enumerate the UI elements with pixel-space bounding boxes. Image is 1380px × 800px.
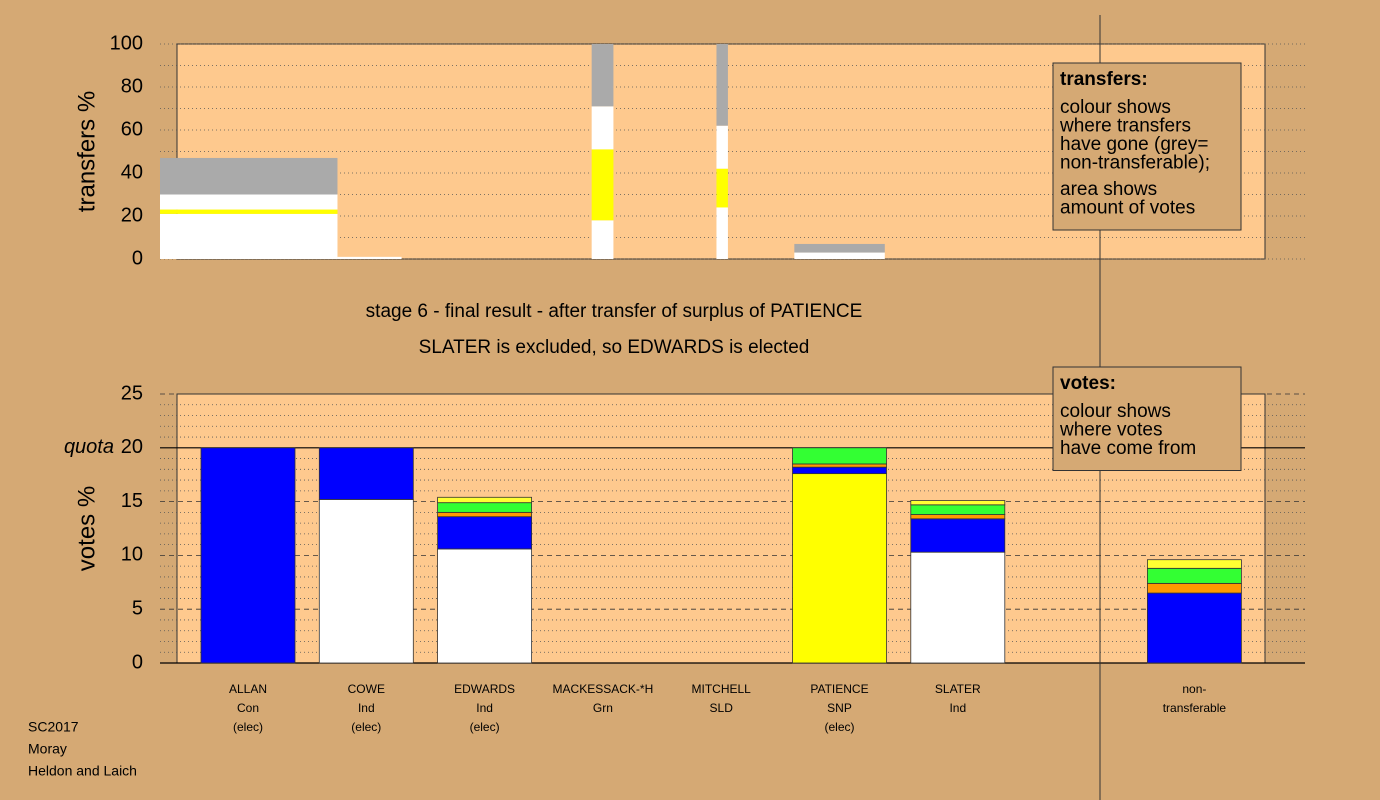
x-tick-label: SLD xyxy=(710,701,734,715)
bar-segment xyxy=(1147,559,1242,569)
bar-segment xyxy=(591,220,614,259)
bar-segment xyxy=(160,157,338,195)
x-tick-label: Ind xyxy=(949,701,966,715)
bar-segment xyxy=(437,511,533,518)
x-tick-label: (elec) xyxy=(351,720,381,734)
bar-segment xyxy=(910,514,1006,520)
y-axis-label: transfers % xyxy=(73,91,100,212)
y-tick-label: 15 xyxy=(121,490,143,512)
legend-text: where transfers xyxy=(1059,116,1191,137)
legend-title: transfers: xyxy=(1060,69,1148,90)
y-tick-label: 10 xyxy=(121,544,143,566)
legend-text: area shows xyxy=(1060,179,1157,200)
x-tick-label: (elec) xyxy=(824,720,854,734)
legend-title: votes: xyxy=(1060,373,1116,394)
footer-text: SC2017 xyxy=(28,719,79,735)
legend-text: have gone (grey= xyxy=(1060,134,1208,155)
chart-title: stage 6 - final result - after transfer … xyxy=(366,301,863,322)
y-tick-label: 25 xyxy=(121,382,143,404)
y-tick-label: 60 xyxy=(121,118,143,140)
x-tick-label: non- xyxy=(1182,682,1206,696)
bar-segment xyxy=(792,447,887,465)
bar-segment xyxy=(160,209,338,214)
legend-text: colour shows xyxy=(1060,401,1171,422)
bar-segment xyxy=(200,447,296,664)
bar-segment xyxy=(337,256,402,259)
x-tick-label: transferable xyxy=(1163,701,1227,715)
x-tick-label: SNP xyxy=(827,701,852,715)
bar-segment xyxy=(794,243,885,253)
legend-box xyxy=(1052,366,1242,471)
bar-segment xyxy=(1147,582,1242,594)
bar-segment xyxy=(792,466,887,475)
bar-segment xyxy=(792,463,887,468)
x-tick-label: PATIENCE xyxy=(810,682,868,696)
chart-layer: 0 20 40 60 80 100 transfers % 0 5 10 15 20 25 quota vo… xyxy=(28,32,1305,779)
bar-segment xyxy=(716,168,728,208)
bar-segment xyxy=(318,447,414,500)
y-tick-label: 40 xyxy=(121,161,143,183)
bar-segment xyxy=(591,106,614,150)
bar-segment xyxy=(794,252,885,259)
bar-segment xyxy=(437,496,533,504)
x-tick-label: MACKESSACK-*H xyxy=(553,682,654,696)
legend-text: where votes xyxy=(1059,420,1162,441)
bar-segment xyxy=(1147,592,1242,664)
x-tick-label: Ind xyxy=(476,701,493,715)
legend-text: amount of votes xyxy=(1060,198,1195,219)
x-tick-label: MITCHELL xyxy=(692,682,752,696)
bar-segment xyxy=(910,504,1006,515)
y-axis-label: votes % xyxy=(73,486,100,571)
x-tick-label: Grn xyxy=(593,701,613,715)
y-tick-label: 0 xyxy=(132,247,143,269)
bar-segment xyxy=(437,516,533,550)
x-tick-label: EDWARDS xyxy=(454,682,515,696)
bar-segment xyxy=(437,502,533,513)
y-tick-label: 80 xyxy=(121,75,143,97)
x-tick-label: SLATER xyxy=(935,682,981,696)
legend-text: colour shows xyxy=(1060,97,1171,118)
bar-segment xyxy=(160,194,338,210)
legend-text: have come from xyxy=(1060,438,1196,459)
y-tick-label: 5 xyxy=(132,597,143,619)
bar-segment xyxy=(910,500,1006,506)
bar-segment xyxy=(591,149,614,221)
bar-segment xyxy=(318,499,414,664)
chart-title: SLATER is excluded, so EDWARDS is electe… xyxy=(419,337,810,358)
bar-segment xyxy=(160,213,338,259)
legend-text: non-transferable); xyxy=(1060,153,1210,174)
x-tick-label: (elec) xyxy=(233,720,263,734)
bar-segment xyxy=(1147,567,1242,584)
x-tick-label: COWE xyxy=(348,682,385,696)
x-tick-label: Con xyxy=(237,701,259,715)
bar-segment xyxy=(716,125,728,169)
x-tick-label: ALLAN xyxy=(229,682,267,696)
bar-segment xyxy=(437,548,533,664)
x-tick-label: (elec) xyxy=(470,720,500,734)
bar-segment xyxy=(716,44,728,126)
y-tick-label: 100 xyxy=(110,32,143,54)
footer-text: Heldon and Laich xyxy=(28,763,137,779)
bar-segment xyxy=(910,518,1006,553)
y-tick-label: 0 xyxy=(132,651,143,673)
bar-segment xyxy=(792,473,887,664)
bar-segment xyxy=(910,551,1006,664)
y-tick-label: 20 xyxy=(121,204,143,226)
quota-label: quota xyxy=(64,436,114,458)
legend-box xyxy=(1052,62,1242,231)
x-tick-label: Ind xyxy=(358,701,375,715)
bar-segment xyxy=(716,207,728,259)
y-tick-label: 20 xyxy=(121,436,143,458)
footer-text: Moray xyxy=(28,741,67,757)
bar-segment xyxy=(591,44,614,107)
